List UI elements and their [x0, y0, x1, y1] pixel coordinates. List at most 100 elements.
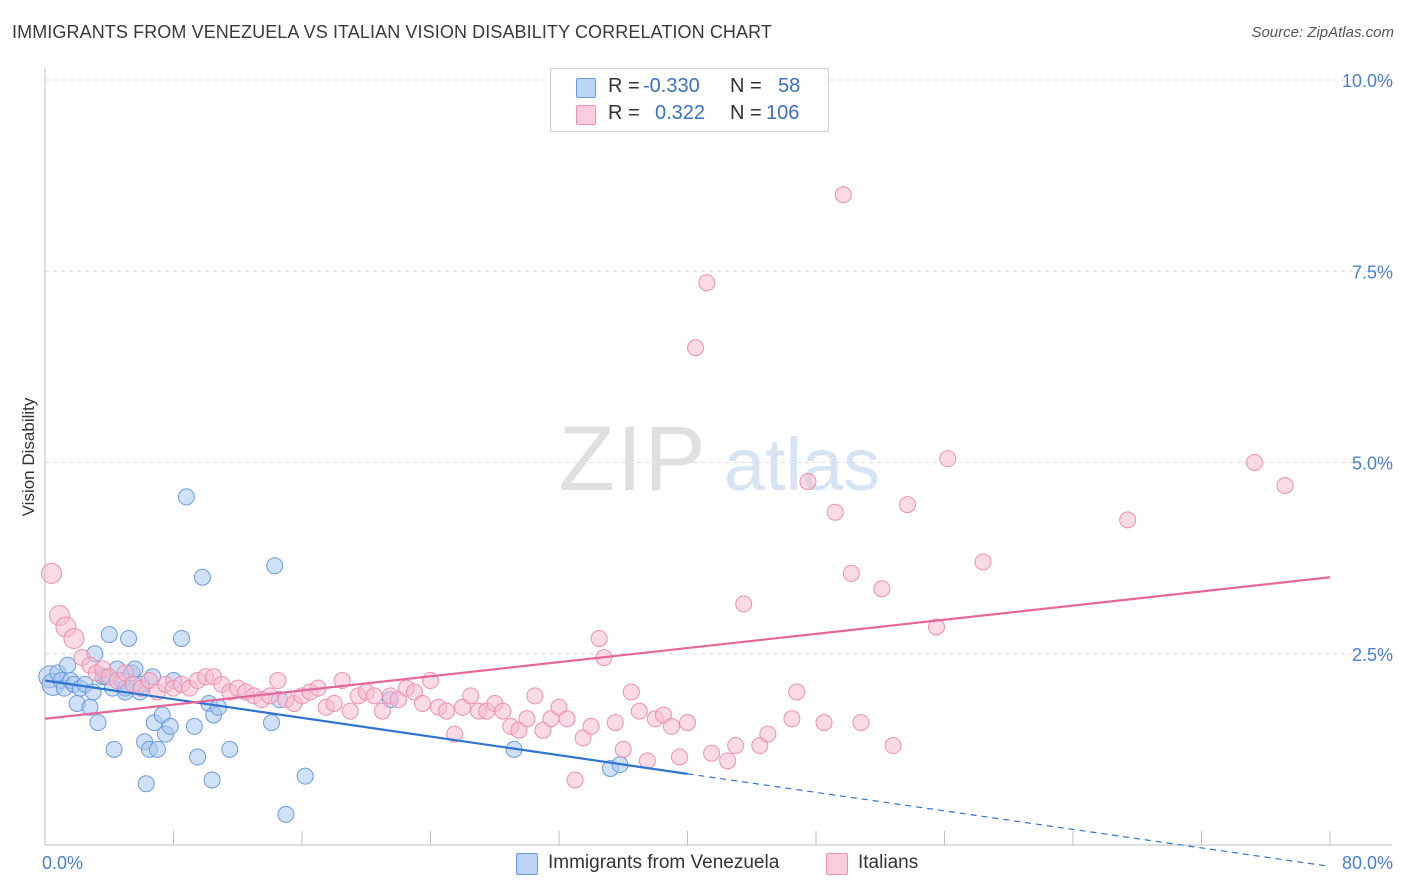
- italian-point: [759, 725, 777, 743]
- italian-point: [727, 737, 745, 755]
- venezuela-point: [120, 629, 138, 647]
- series-swatch-pink: [826, 853, 848, 875]
- venezuela-point: [221, 740, 239, 758]
- series-swatch-blue: [516, 853, 538, 875]
- italian-point: [40, 562, 62, 584]
- axes-layer: 2.5% 5.0% 7.5% 10.0% 0.0% 80.0%: [42, 68, 1393, 873]
- italian-point: [325, 694, 343, 712]
- italian-point: [799, 473, 817, 491]
- legend-r-label: R =: [608, 102, 640, 124]
- venezuela-point: [173, 629, 191, 647]
- italian-point: [884, 737, 902, 755]
- series-label-italians: Italians: [858, 852, 919, 873]
- italian-point: [670, 748, 688, 766]
- italian-point: [494, 702, 512, 720]
- venezuela-point: [161, 717, 179, 735]
- y-tick-label: 2.5%: [1352, 645, 1393, 665]
- venezuela-point: [148, 740, 166, 758]
- italian-point: [462, 687, 480, 705]
- italian-point: [927, 618, 945, 636]
- italian-point: [852, 714, 870, 732]
- venezuela-point: [262, 714, 280, 732]
- grid-layer: [45, 79, 1392, 655]
- y-tick-label: 5.0%: [1352, 454, 1393, 474]
- venezuela-point: [189, 748, 207, 766]
- legend-r-value: -0.330: [643, 75, 700, 97]
- italian-point: [413, 694, 431, 712]
- italian-point: [606, 714, 624, 732]
- venezuela-point: [58, 656, 76, 674]
- legend-row-italians: R = 0.322 N = 106: [551, 101, 828, 127]
- chart-title: IMMIGRANTS FROM VENEZUELA VS ITALIAN VIS…: [12, 22, 773, 42]
- italian-point: [842, 564, 860, 582]
- series-label-venezuela: Immigrants from Venezuela: [548, 852, 780, 873]
- italian-point: [783, 710, 801, 728]
- italian-point: [446, 725, 464, 743]
- italian-point: [614, 740, 632, 758]
- y-axis-label: Vision Disability: [19, 397, 38, 516]
- italian-point: [438, 702, 456, 720]
- venezuela-point: [100, 626, 118, 644]
- venezuela-point: [137, 775, 155, 793]
- legend-swatch-blue: [576, 78, 596, 98]
- italian-point: [703, 744, 721, 762]
- x-tick-label: 80.0%: [1342, 853, 1393, 873]
- venezuela-point: [277, 805, 295, 823]
- italian-point: [687, 339, 705, 357]
- venezuela-point: [296, 767, 314, 785]
- italian-point: [526, 687, 544, 705]
- venezuela-point: [266, 557, 284, 575]
- italian-point: [1119, 511, 1137, 529]
- italian-point: [622, 683, 640, 701]
- y-tick-label: 7.5%: [1352, 262, 1393, 282]
- italian-point: [735, 595, 753, 613]
- legend-swatch-pink: [576, 105, 596, 125]
- venezuela-point: [193, 568, 211, 586]
- legend-row-venezuela: R = -0.330 N = 58: [551, 74, 828, 100]
- italian-point: [558, 710, 576, 728]
- italian-point: [566, 771, 584, 789]
- venezuela-point: [185, 717, 203, 735]
- legend-n-value: 58: [778, 75, 801, 97]
- italian-trend-line: [44, 576, 1331, 720]
- italian-point: [63, 627, 85, 649]
- italian-point: [899, 496, 917, 514]
- italian-point: [1246, 454, 1264, 471]
- watermark-zip: ZIP: [558, 408, 707, 510]
- italian-point: [719, 752, 737, 770]
- italian-point: [698, 274, 716, 292]
- y-tick-label: 10.0%: [1342, 71, 1393, 91]
- x-tick-label: 0.0%: [42, 853, 83, 873]
- italian-point: [788, 683, 806, 701]
- venezuela-trend-line: [44, 679, 688, 775]
- italian-point: [341, 702, 359, 720]
- venezuela-trend-extension: [687, 773, 1331, 868]
- italian-point: [815, 714, 833, 732]
- trend-layer: [44, 576, 1331, 868]
- legend-n-label: N =: [730, 75, 762, 97]
- venezuela-point: [89, 714, 107, 732]
- italian-point: [365, 687, 383, 705]
- italian-point: [826, 503, 844, 521]
- italian-point: [269, 672, 287, 690]
- legend-n-value: 106: [766, 102, 800, 124]
- venezuela-point: [203, 771, 221, 789]
- points-layer: [38, 186, 1294, 823]
- italian-point: [261, 687, 279, 705]
- legend-n-label: N =: [730, 102, 762, 124]
- italian-point: [590, 629, 608, 647]
- italian-point: [630, 702, 648, 720]
- italian-point: [834, 186, 852, 204]
- watermark-atlas: atlas: [724, 423, 880, 506]
- watermark: ZIP atlas: [558, 408, 880, 510]
- italian-point: [662, 717, 680, 735]
- legend-r-label: R =: [608, 75, 640, 97]
- italian-point: [582, 717, 600, 735]
- italian-point: [518, 710, 536, 728]
- italian-point: [873, 580, 891, 598]
- italian-point: [1276, 476, 1294, 494]
- venezuela-point: [105, 740, 123, 758]
- source-label: Source: ZipAtlas.com: [1251, 24, 1394, 41]
- italian-point: [373, 702, 391, 720]
